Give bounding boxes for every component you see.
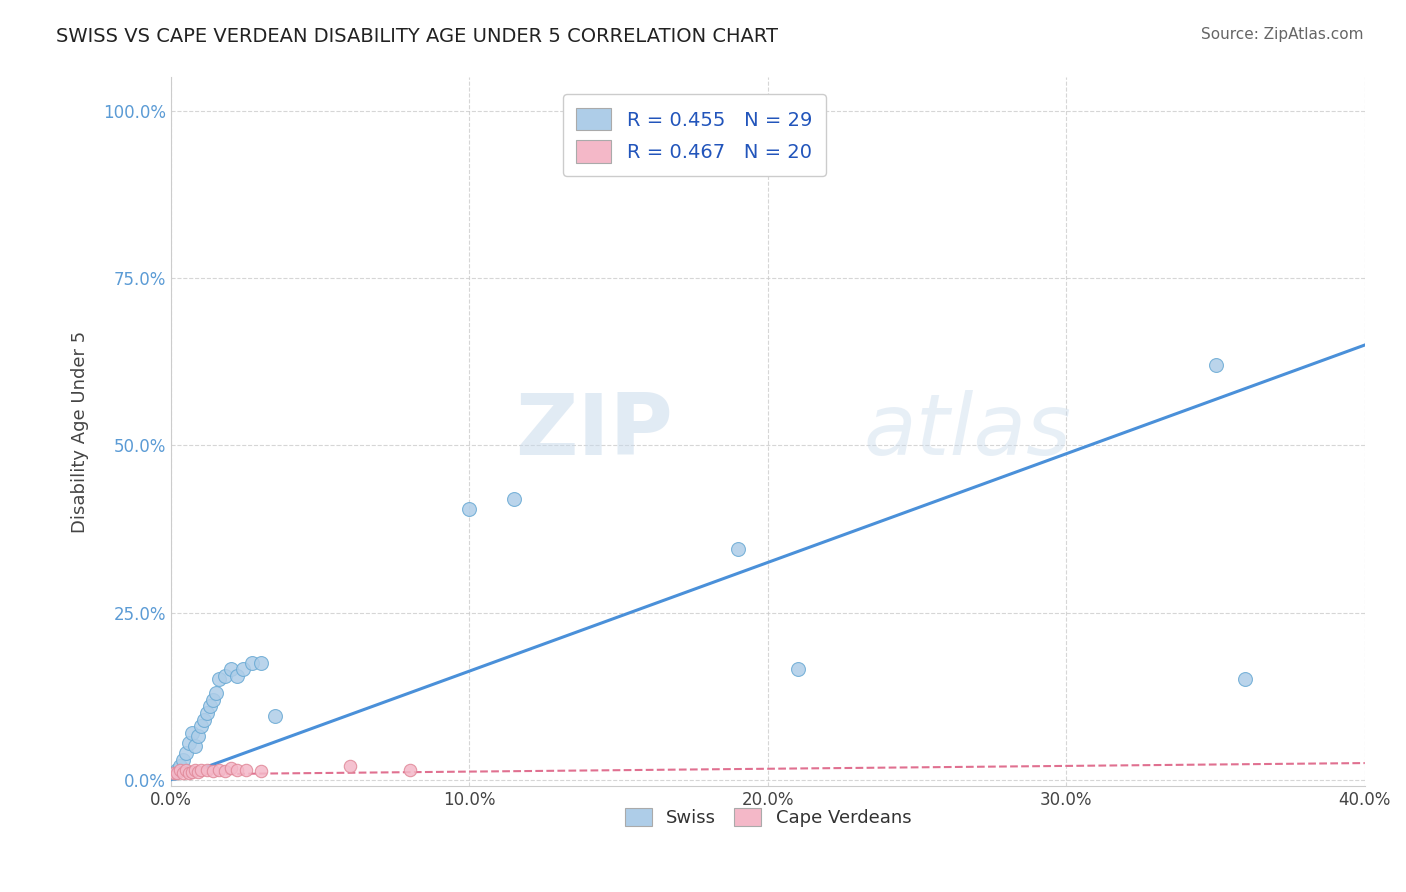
Point xyxy=(166,763,188,777)
Point xyxy=(1234,673,1257,687)
Point xyxy=(195,706,218,720)
Point xyxy=(214,764,236,778)
Point xyxy=(187,729,209,743)
Point xyxy=(187,764,209,779)
Point xyxy=(172,766,194,780)
Point xyxy=(219,761,242,775)
Point xyxy=(180,764,202,779)
Point xyxy=(195,763,218,777)
Point xyxy=(458,501,481,516)
Point xyxy=(169,763,191,777)
Point xyxy=(184,739,207,754)
Point xyxy=(232,662,254,676)
Point xyxy=(169,759,191,773)
Point xyxy=(398,763,420,777)
Point xyxy=(225,669,247,683)
Point xyxy=(198,699,221,714)
Y-axis label: Disability Age Under 5: Disability Age Under 5 xyxy=(72,331,89,533)
Point xyxy=(1205,358,1227,372)
Point xyxy=(174,763,197,777)
Point xyxy=(214,669,236,683)
Point xyxy=(201,692,224,706)
Point xyxy=(240,656,263,670)
Text: SWISS VS CAPE VERDEAN DISABILITY AGE UNDER 5 CORRELATION CHART: SWISS VS CAPE VERDEAN DISABILITY AGE UND… xyxy=(56,27,779,45)
Text: Source: ZipAtlas.com: Source: ZipAtlas.com xyxy=(1201,27,1364,42)
Point xyxy=(174,746,197,760)
Text: atlas: atlas xyxy=(863,391,1071,474)
Point xyxy=(190,763,212,777)
Point xyxy=(172,753,194,767)
Point xyxy=(204,686,226,700)
Text: ZIP: ZIP xyxy=(515,391,672,474)
Point xyxy=(166,766,188,780)
Point xyxy=(339,759,361,773)
Point xyxy=(163,766,186,780)
Point xyxy=(193,713,215,727)
Point xyxy=(177,766,200,780)
Point xyxy=(201,764,224,778)
Point xyxy=(184,763,207,777)
Point xyxy=(219,662,242,676)
Point xyxy=(264,709,287,723)
Point xyxy=(190,719,212,733)
Point xyxy=(503,491,526,506)
Point xyxy=(249,764,271,778)
Point xyxy=(180,726,202,740)
Point xyxy=(225,763,247,777)
Point xyxy=(163,766,186,780)
Point xyxy=(249,656,271,670)
Point xyxy=(177,736,200,750)
Point xyxy=(208,763,231,777)
Point xyxy=(208,673,231,687)
Point xyxy=(235,763,257,777)
Legend: Swiss, Cape Verdeans: Swiss, Cape Verdeans xyxy=(617,800,918,834)
Point xyxy=(786,662,808,676)
Point xyxy=(727,541,749,556)
